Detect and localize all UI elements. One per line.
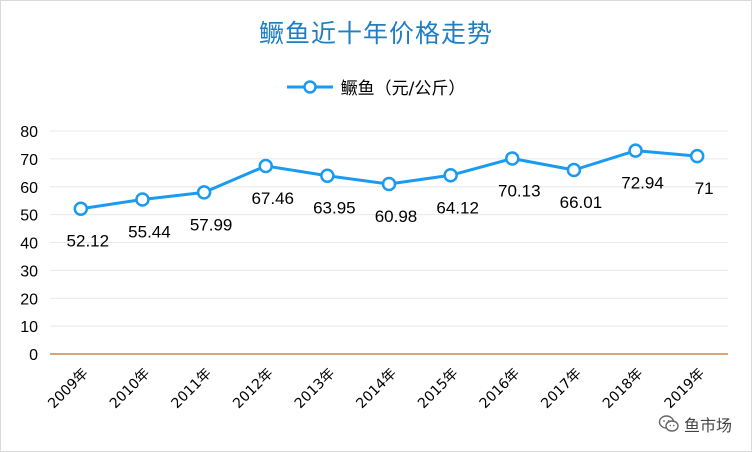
data-point (135, 192, 150, 207)
data-point (505, 151, 520, 166)
wechat-icon (658, 415, 679, 432)
x-tick-label: 2009年 (45, 366, 91, 412)
x-tick-label: 2019年 (662, 366, 708, 412)
x-tick-label: 2012年 (230, 366, 276, 412)
y-tick-label: 30 (20, 263, 38, 280)
watermark-text: 鱼市场 (683, 416, 732, 435)
data-label: 70.13 (498, 182, 541, 201)
data-point (320, 168, 335, 183)
legend-label: 鳜鱼（元/公斤） (340, 79, 466, 99)
data-point (689, 148, 705, 164)
y-tick-label: 0 (29, 347, 38, 364)
chart-title: 鳜鱼近十年价格走势 (258, 19, 493, 48)
x-tick-label: 2015年 (415, 366, 461, 412)
data-point (73, 201, 89, 216)
data-point (443, 168, 458, 183)
data-point (381, 176, 397, 192)
data-label: 55.44 (128, 222, 171, 241)
x-tick-label: 2017年 (538, 366, 584, 412)
data-point (258, 158, 273, 174)
data-label: 57.99 (190, 215, 233, 234)
y-tick-label: 50 (20, 208, 38, 225)
data-point (566, 162, 582, 178)
legend-marker-icon (286, 79, 333, 94)
y-tick-label: 20 (20, 291, 38, 308)
y-tick-label: 40 (20, 236, 38, 253)
watermark: 鱼市场 (655, 412, 734, 436)
data-label: 67.46 (251, 189, 294, 208)
x-tick-label: 2014年 (353, 366, 399, 412)
data-label: 63.95 (313, 199, 356, 218)
x-tick-label: 2013年 (292, 366, 338, 412)
y-tick-label: 80 (20, 124, 38, 141)
data-label: 52.12 (67, 232, 110, 251)
x-tick-label: 2011年 (169, 366, 215, 412)
data-point (196, 185, 212, 200)
x-tick-label: 2018年 (600, 366, 646, 412)
y-tick-label: 10 (20, 319, 38, 336)
data-label: 64.12 (436, 198, 479, 217)
x-tick-label: 2010年 (107, 366, 153, 412)
y-tick-label: 60 (20, 180, 38, 197)
x-tick-label: 2016年 (477, 366, 523, 412)
data-label: 72.94 (621, 174, 664, 193)
data-label: 71 (695, 179, 714, 198)
data-label: 66.01 (560, 193, 603, 212)
data-label: 60.98 (375, 207, 418, 226)
data-point (628, 143, 643, 158)
y-tick-label: 70 (20, 152, 38, 169)
chart-legend: 鳜鱼（元/公斤） (0, 74, 752, 100)
